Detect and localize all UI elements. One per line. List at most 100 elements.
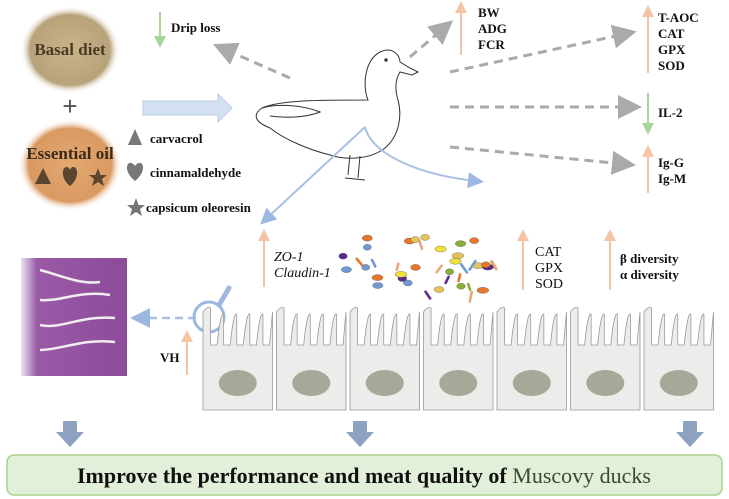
nucleus — [218, 370, 257, 396]
drip-loss-label: Drip loss — [171, 20, 220, 35]
bacterium — [424, 290, 432, 300]
feed-flow-arrow — [142, 92, 233, 124]
bacterium — [394, 271, 408, 278]
bacterium — [372, 282, 384, 289]
basal-diet-label: Basal diet — [34, 40, 106, 59]
star-icon — [89, 168, 107, 186]
bacterium — [457, 273, 462, 283]
growth-label: FCR — [478, 37, 505, 52]
triangle-icon — [128, 129, 142, 145]
bacterium — [459, 263, 469, 274]
bacterium — [338, 252, 348, 260]
bacterium — [370, 258, 377, 268]
bacterium — [410, 236, 420, 243]
bacterium — [362, 234, 373, 242]
intestinal-epithelium — [202, 307, 714, 411]
down-arrow-icon — [346, 421, 374, 447]
bacterium — [449, 258, 462, 265]
down-arrows — [56, 421, 704, 447]
bacterium — [481, 261, 491, 268]
bacterium — [456, 283, 466, 290]
villus-height-label: VH — [160, 350, 180, 365]
down-arrow-icon — [56, 421, 84, 447]
conclusion-banner — [6, 454, 723, 496]
star-icon — [127, 198, 145, 216]
nucleus — [292, 370, 331, 396]
bacterium — [363, 244, 372, 251]
intestinal-antioxidant-label: GPX — [535, 261, 563, 276]
bacterium — [435, 264, 443, 274]
flow-to-histology-arrow — [260, 126, 366, 225]
bacterium — [451, 252, 464, 259]
bacterium — [355, 257, 364, 267]
bacterium — [410, 264, 421, 271]
bacterium — [433, 286, 445, 293]
epithelial-cell — [202, 307, 273, 411]
triangle-icon — [35, 168, 51, 184]
growth-label: ADG — [478, 21, 507, 36]
component-label: cinnamaldehyde — [150, 165, 241, 180]
tight-junction-label: Claudin-1 — [274, 266, 331, 281]
bacterium — [491, 260, 498, 271]
nucleus — [512, 370, 551, 396]
intestinal-antioxidant-label: CAT — [535, 245, 562, 260]
histology-villi — [39, 268, 116, 352]
down-arrow-icon — [676, 421, 704, 447]
bacterium — [403, 279, 413, 287]
arrow-to-serum-antioxidant — [449, 24, 637, 74]
epithelial-cell — [570, 307, 641, 411]
bacterium — [361, 264, 370, 271]
serum-antioxidant-label: GPX — [658, 42, 686, 57]
epithelial-cell — [496, 307, 567, 411]
epithelial-cell — [423, 307, 494, 411]
bacterium — [371, 274, 384, 281]
heart-icon — [62, 166, 78, 186]
tight-junction-label: ZO-1 — [274, 250, 304, 265]
arrow-to-growth — [409, 20, 454, 59]
duck-illustration — [255, 49, 420, 181]
microbiota-label: β diversity — [620, 251, 679, 266]
nucleus — [659, 370, 698, 396]
bacterium — [468, 259, 477, 271]
serum-antioxidant-label: SOD — [658, 58, 685, 73]
bacterium — [418, 239, 424, 251]
essential-oil-image — [18, 119, 122, 211]
bacterium — [444, 275, 450, 285]
nucleus — [439, 370, 478, 396]
conclusion-text: Improve the performance and meat quality… — [77, 463, 651, 488]
gut-microbiota-illustration — [338, 234, 498, 303]
epithelial-cell — [643, 307, 714, 411]
immunoglobulin-label: Ig-M — [658, 171, 686, 186]
arrow-to-meat — [213, 42, 291, 80]
microbiota-label: α diversity — [620, 267, 679, 282]
dashed-arrows — [213, 20, 642, 175]
nucleus — [365, 370, 404, 396]
bacterium — [395, 262, 400, 272]
bacterium — [434, 245, 447, 253]
heart-icon — [126, 162, 144, 181]
component-label: carvacrol — [150, 131, 203, 146]
bacterium — [468, 290, 474, 303]
bacterium — [341, 266, 352, 273]
conclusion-prefix: Improve the performance and meat quality… — [77, 463, 512, 488]
cytokine-label: IL-2 — [658, 105, 683, 120]
intestinal-antioxidant-label: SOD — [535, 277, 563, 292]
bacterium — [469, 237, 479, 244]
nucleus — [586, 370, 625, 396]
bacterium — [466, 282, 472, 291]
serum-antioxidant-label: T-AOC — [658, 10, 699, 25]
serum-antioxidant-label: CAT — [658, 26, 685, 41]
basal-diet-image — [20, 6, 120, 94]
epithelial-cell — [276, 307, 347, 411]
conclusion-highlight: Muscovy ducks — [512, 463, 651, 488]
bacterium — [420, 234, 430, 241]
arrow-to-immunoglobulin — [449, 145, 636, 175]
component-label: capsicum oleoresin — [146, 200, 252, 215]
bacterium — [455, 240, 466, 247]
epithelial-cell — [349, 307, 420, 411]
plus-sign: + — [62, 91, 77, 121]
bacterium — [445, 268, 454, 275]
bacterium — [476, 287, 489, 294]
